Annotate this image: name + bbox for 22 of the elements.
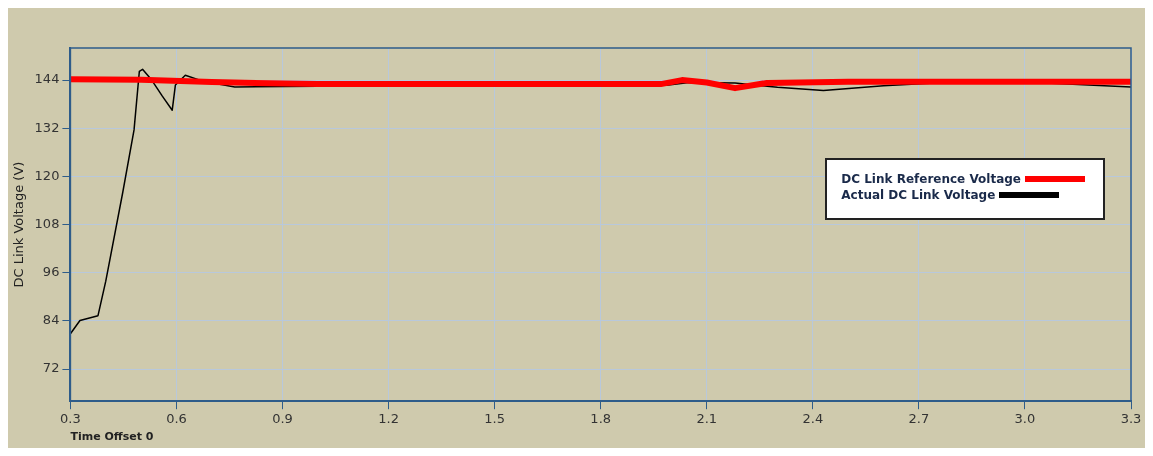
y-tick-label: 132 [34, 119, 60, 135]
legend-label: Actual DC Link Voltage [841, 188, 996, 202]
y-tick-label: 144 [34, 71, 60, 87]
x-tick-label: 1.2 [378, 411, 399, 427]
x-tick-label: 0.3 [60, 411, 81, 427]
y-tick-label: 108 [34, 215, 60, 231]
x-tick-label: 1.5 [484, 411, 505, 427]
x-axis-title: Time Offset 0 [70, 430, 154, 444]
y-tick-label: 72 [42, 360, 60, 376]
y-tick-label: 96 [42, 264, 60, 280]
y-axis-title: DC Link Voltage (V) [11, 161, 27, 288]
y-tick-label: 120 [34, 167, 60, 183]
x-tick-label: 0.9 [272, 411, 293, 427]
x-tick-label: 2.4 [802, 411, 824, 427]
x-tick-label: 1.8 [590, 411, 612, 427]
y-tick-label: 84 [42, 312, 60, 328]
x-tick-label: 2.1 [696, 411, 718, 427]
x-tick-label: 2.7 [908, 411, 930, 427]
x-tick-label: 3.3 [1120, 411, 1142, 427]
x-tick-label: 3.0 [1014, 411, 1036, 427]
x-tick-label: 0.6 [166, 411, 187, 427]
legend-label: DC Link Reference Voltage [841, 172, 1021, 186]
